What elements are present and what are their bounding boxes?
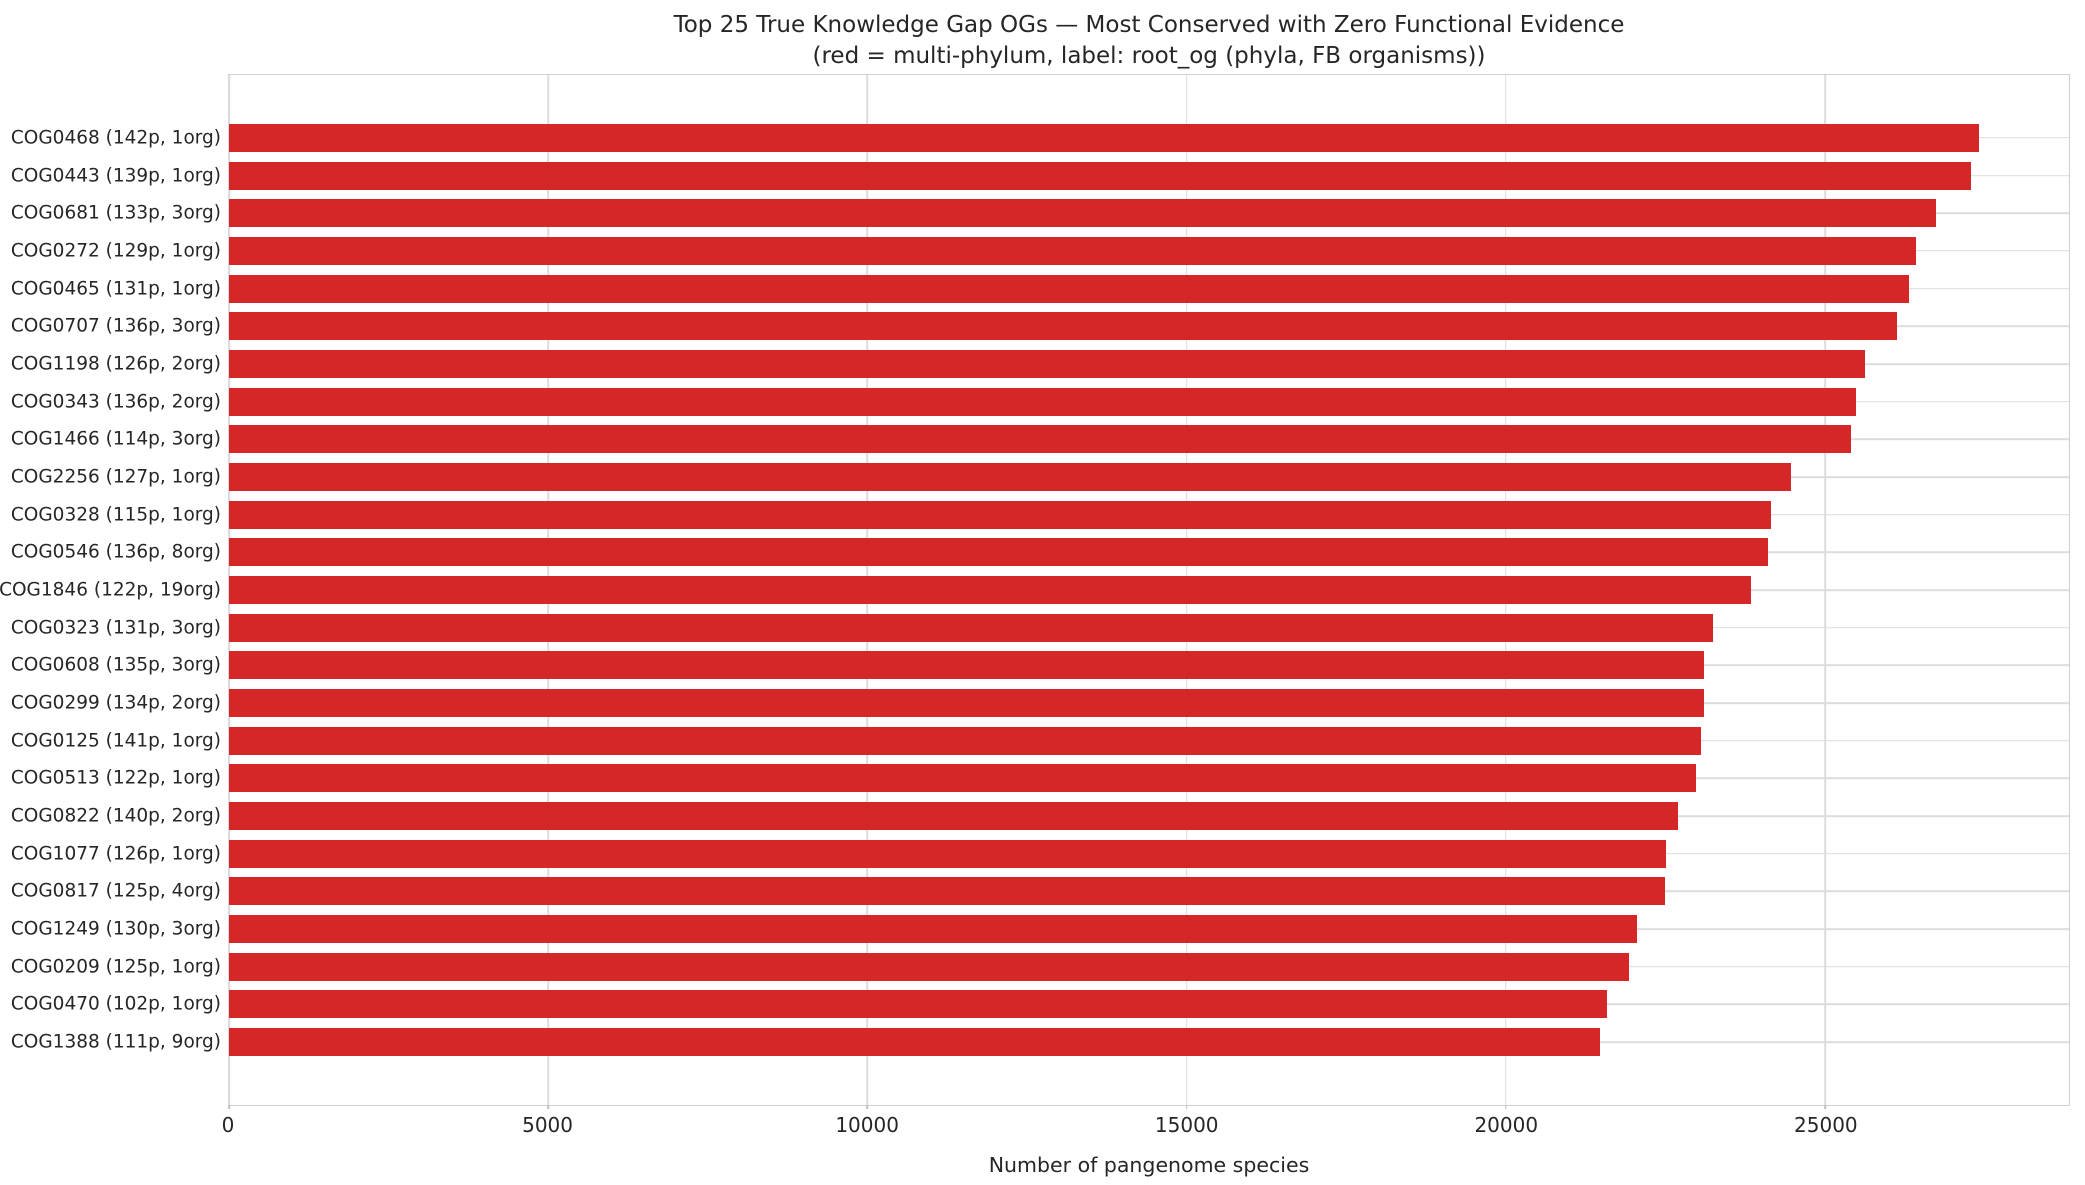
plot-area: COG0468 (142p, 1org) COG0443 (139p, 1org)…	[0, 74, 2070, 1109]
bar	[229, 877, 1665, 906]
bar-row: COG0608 (135p, 3org)	[11, 647, 2069, 685]
bar	[229, 199, 1936, 228]
bars-layer: COG0468 (142p, 1org) COG0443 (139p, 1org)…	[0, 119, 2069, 1061]
bar	[229, 839, 1667, 868]
bar-row: COG0817 (125p, 4org)	[11, 873, 2069, 911]
y-tick-label: COG0513 (122p, 1org)	[10, 767, 221, 789]
bar	[229, 915, 1638, 944]
bar-row: COG0328 (115p, 1org)	[11, 496, 2069, 534]
y-tick-label: COG2256 (127p, 1org)	[10, 466, 221, 488]
y-tick-label: COG0272 (129p, 1org)	[10, 240, 221, 262]
chart-title-block: Top 25 True Knowledge Gap OGs — Most Con…	[228, 10, 2070, 71]
bar	[229, 538, 1769, 567]
bar-row: COG0272 (129p, 1org)	[11, 232, 2069, 270]
bar	[229, 802, 1678, 831]
y-tick-label: COG0468 (142p, 1org)	[10, 127, 221, 149]
chart-subtitle: (red = multi-phylum, label: root_og (phy…	[812, 42, 1486, 69]
y-tick-label: COG0125 (141p, 1org)	[10, 730, 221, 752]
y-tick-label: COG0323 (131p, 3org)	[10, 617, 221, 639]
bar-row: COG0470 (102p, 1org)	[11, 986, 2069, 1024]
y-tick-label: COG0443 (139p, 1org)	[10, 165, 221, 186]
bar	[229, 387, 1857, 416]
bar-row: COG0299 (134p, 2org)	[11, 684, 2069, 722]
y-tick-label: COG0465 (131p, 1org)	[10, 278, 221, 300]
chart-title: Top 25 True Knowledge Gap OGs — Most Con…	[673, 12, 1625, 38]
y-tick-label: COG0707 (136p, 3org)	[10, 315, 221, 337]
x-tick-label: 20000	[1474, 1113, 1539, 1137]
x-tick-mark	[228, 1105, 230, 1109]
bar	[229, 462, 1792, 491]
bar-row: COG0209 (125p, 1org)	[11, 948, 2069, 986]
y-tick-label: COG0209 (125p, 1org)	[10, 956, 221, 978]
y-tick-label: COG0817 (125p, 4org)	[10, 880, 221, 902]
x-axis-label: Number of pangenome species	[988, 1153, 1310, 1177]
bar	[229, 349, 1865, 378]
bar-row: COG1077 (126p, 1org)	[11, 835, 2069, 873]
x-tick-mark	[1505, 1105, 1507, 1109]
x-tick-mark	[866, 1105, 869, 1109]
bar-row: COG0707 (136p, 3org)	[11, 307, 2069, 345]
bar	[229, 689, 1704, 718]
x-tick-mark	[1824, 1105, 1826, 1109]
y-tick-label: COG1846 (122p, 19org)	[0, 579, 221, 601]
y-tick-label: COG0470 (102p, 1org)	[10, 993, 221, 1015]
y-tick-label: COG1466 (114p, 3org)	[10, 428, 221, 450]
bar-row: COG0681 (133p, 3org)	[11, 194, 2069, 232]
bar	[229, 990, 1608, 1019]
bar	[229, 764, 1697, 793]
bar	[229, 651, 1705, 680]
y-tick-label: COG0546 (136p, 8org)	[10, 541, 221, 563]
bar	[229, 161, 1971, 190]
bar-row: COG0443 (139p, 1org)	[11, 157, 2069, 195]
bar-row: COG0323 (131p, 3org)	[11, 609, 2069, 647]
bar-row: COG1388 (111p, 9org)	[11, 1023, 2069, 1061]
bar-row: COG1466 (114p, 3org)	[11, 420, 2069, 458]
bar-row: COG1249 (130p, 3org)	[11, 910, 2069, 948]
bar-row: COG0822 (140p, 2org)	[11, 797, 2069, 835]
y-tick-label: COG1198 (126p, 2org)	[10, 353, 221, 375]
y-tick-label: COG0681 (133p, 3org)	[10, 202, 221, 224]
bar	[229, 575, 1752, 604]
bar-row: COG0125 (141p, 1org)	[11, 722, 2069, 760]
bar	[229, 613, 1713, 642]
bar	[229, 1028, 1600, 1057]
y-tick-label: COG0822 (140p, 2org)	[10, 805, 221, 827]
bar	[229, 952, 1630, 981]
bar-row: COG1198 (126p, 2org)	[11, 345, 2069, 383]
y-tick-label: COG0343 (136p, 2org)	[10, 391, 221, 413]
bar-row: COG0546 (136p, 8org)	[11, 533, 2069, 571]
x-tick-mark	[547, 1105, 550, 1109]
y-tick-label: COG1388 (111p, 9org)	[10, 1031, 221, 1053]
y-tick-label: COG0608 (135p, 3org)	[10, 654, 221, 676]
bar	[229, 236, 1916, 265]
bar-row: COG0343 (136p, 2org)	[11, 383, 2069, 421]
x-tick-label: 10000	[835, 1113, 899, 1137]
x-tick-label: 5000	[522, 1113, 574, 1137]
bar	[229, 500, 1771, 529]
bar-row: COG1846 (122p, 19org)	[0, 571, 2069, 609]
bar	[229, 312, 1897, 341]
y-tick-label: COG1249 (130p, 3org)	[10, 918, 221, 940]
y-tick-label: COG1077 (126p, 1org)	[10, 843, 221, 865]
x-tick-label: 25000	[1794, 1113, 1858, 1137]
x-tick-label: 0	[221, 1113, 235, 1137]
bar	[229, 274, 1910, 303]
bar-row: COG0465 (131p, 1org)	[11, 270, 2069, 308]
x-tick-label: 15000	[1154, 1113, 1219, 1137]
bar-row: COG0468 (142p, 1org)	[11, 119, 2069, 157]
bar-row: COG0513 (122p, 1org)	[11, 760, 2069, 798]
y-tick-label: COG0328 (115p, 1org)	[10, 504, 221, 526]
bar	[229, 123, 1979, 152]
bar	[229, 726, 1701, 755]
bar	[229, 425, 1851, 454]
bar-row: COG2256 (127p, 1org)	[11, 458, 2069, 496]
y-tick-label: COG0299 (134p, 2org)	[10, 692, 221, 714]
x-tick-mark	[1185, 1105, 1188, 1109]
